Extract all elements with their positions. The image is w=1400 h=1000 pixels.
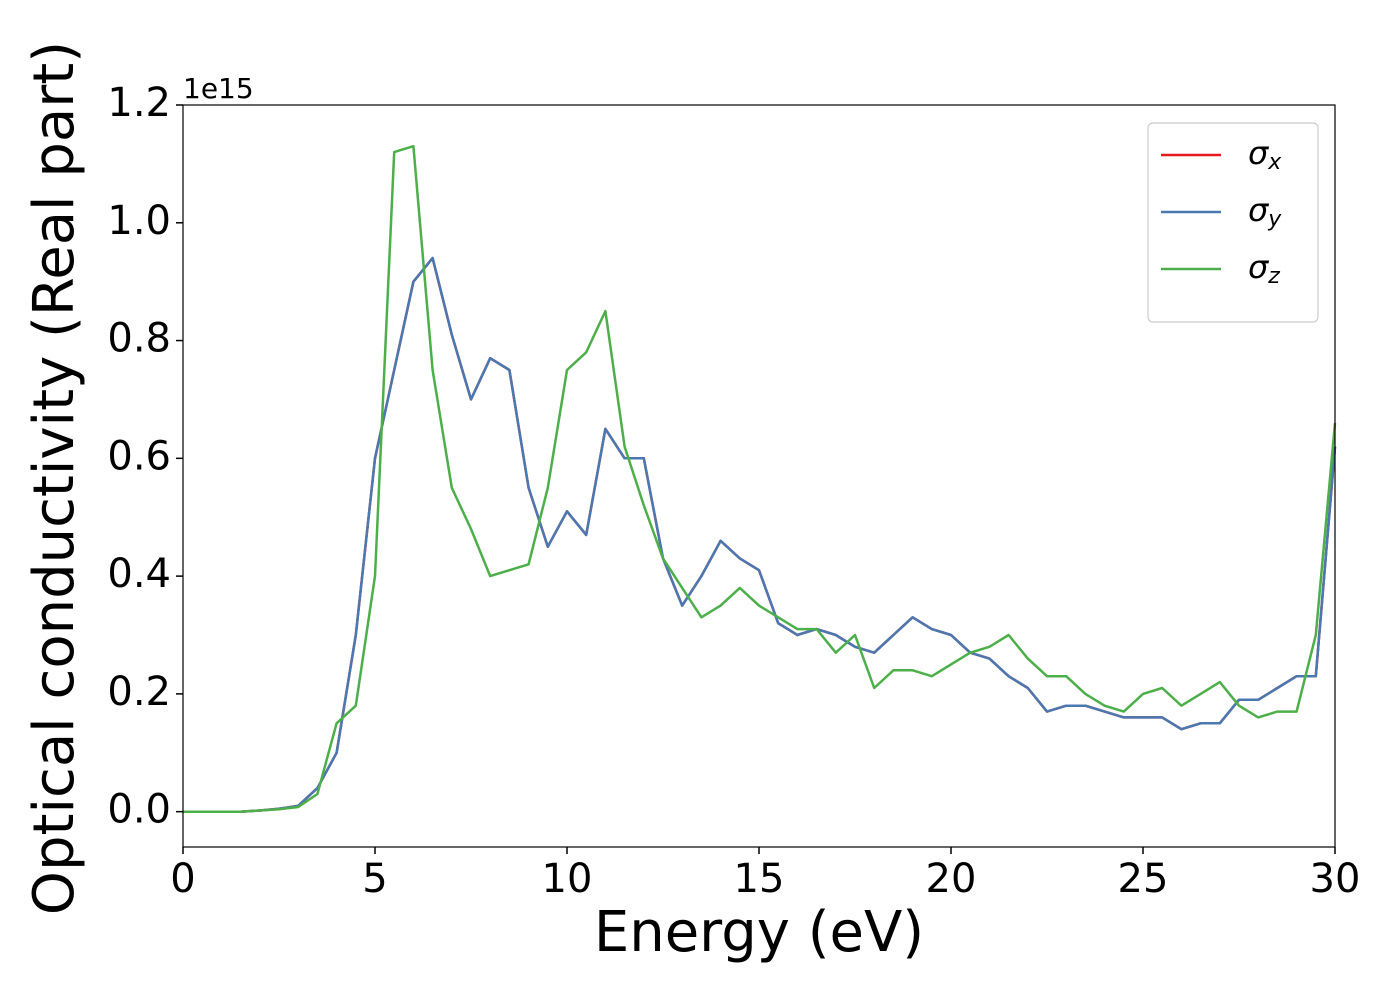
y-tick-label: 0.2 (107, 669, 171, 715)
plot-frame (182, 104, 1336, 848)
y-tick-label: 0.4 (107, 551, 171, 597)
x-tick-label: 5 (362, 856, 387, 902)
x-tick-label: 0 (170, 856, 195, 902)
y-tick-label: 1.2 (107, 80, 171, 126)
x-tick-label: 15 (734, 856, 785, 902)
x-tick-label: 25 (1118, 856, 1169, 902)
x-tick-label: 30 (1310, 856, 1361, 902)
data-line (183, 256, 1337, 813)
data-line (183, 144, 1337, 813)
y-tick-label: 1.0 (107, 198, 171, 244)
legend-box (1147, 122, 1319, 323)
data-line (183, 256, 1337, 813)
x-tick-label: 20 (926, 856, 977, 902)
x-tick-label: 10 (542, 856, 593, 902)
y-tick-label: 0.8 (107, 316, 171, 362)
y-offset-label: 1e15 (183, 72, 254, 105)
y-tick-label: 0.0 (107, 787, 171, 833)
y-axis-label: Optical conductivity (Real part) (22, 41, 87, 915)
y-tick-label: 0.6 (107, 433, 171, 479)
x-axis-label: Energy (eV) (594, 900, 924, 965)
